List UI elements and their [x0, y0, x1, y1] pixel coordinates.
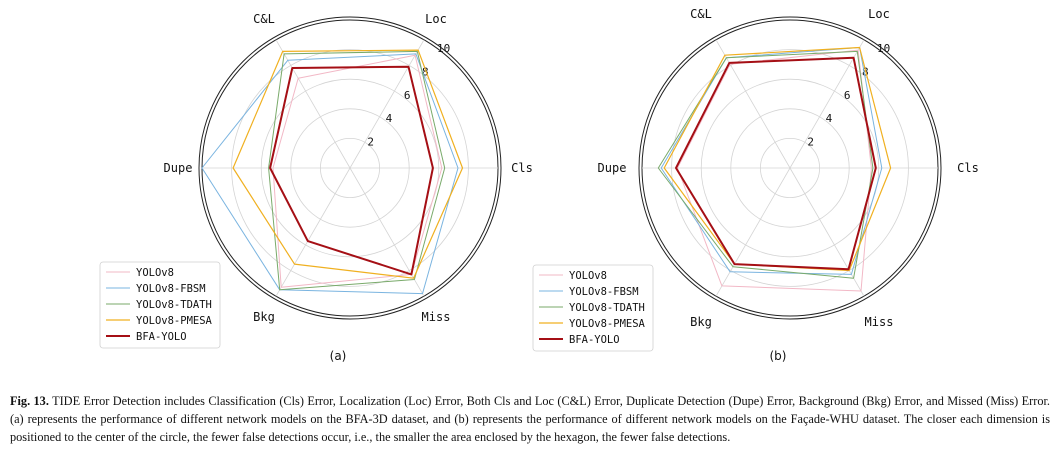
panel-label: (b): [770, 349, 787, 363]
r-tick-label: 2: [367, 136, 374, 149]
r-tick-label: 4: [386, 112, 393, 125]
axis-label-bkg: Bkg: [253, 310, 275, 324]
series-line-yolov8-pmesa: [663, 46, 892, 272]
panel-label: (a): [330, 349, 347, 363]
legend-label: BFA-YOLO: [136, 331, 187, 343]
legend-label: YOLOv8-TDATH: [136, 299, 212, 311]
legend: YOLOv8 YOLOv8-FBSM YOLOv8-TDATH YOLOv8-PMES…: [532, 264, 654, 352]
series-line-yolov8: [677, 49, 872, 292]
legend-box: [532, 264, 654, 352]
spoke: [275, 39, 351, 169]
outer-ring: [198, 16, 502, 320]
axis-label-loc: Loc: [425, 12, 447, 26]
legend-label: YOLOv8-PMESA: [136, 315, 213, 327]
r-tick-label: 10: [437, 42, 450, 55]
spoke: [275, 167, 351, 297]
figure-caption: Fig. 13. TIDE Error Detection includes C…: [10, 392, 1050, 446]
legend-label: YOLOv8: [569, 270, 607, 282]
axis-label-candl: C&L: [253, 12, 275, 26]
axis-label-dupe: Dupe: [164, 161, 193, 175]
caption-label: Fig. 13.: [10, 394, 49, 408]
axis-label-cls: Cls: [511, 161, 533, 175]
spoke: [789, 167, 865, 297]
spoke: [349, 39, 425, 169]
axis-label-candl: C&L: [690, 7, 712, 21]
r-tick-label: 2: [807, 136, 814, 149]
axis-label-dupe: Dupe: [598, 161, 627, 175]
caption-text: TIDE Error Detection includes Classifica…: [10, 394, 1050, 444]
spoke: [789, 39, 865, 169]
legend-label: YOLOv8: [136, 267, 174, 279]
axis-label-loc: Loc: [868, 7, 890, 21]
series-line-bfa-yolo: [675, 56, 877, 271]
series-line-bfa-yolo: [269, 65, 434, 276]
axis-label-cls: Cls: [957, 161, 979, 175]
spoke: [715, 39, 791, 169]
legend: YOLOv8 YOLOv8-FBSM YOLOv8-TDATH YOLOv8-PMES…: [99, 261, 221, 349]
series-line-yolov8-pmesa: [232, 49, 464, 279]
series-line-yolov8-tdath: [657, 50, 874, 279]
legend-label: YOLOv8-FBSM: [136, 283, 206, 295]
r-tick-label: 8: [422, 66, 429, 79]
legend-box: [99, 261, 221, 349]
r-tick-label: 6: [844, 89, 851, 102]
legend-label: YOLOv8-TDATH: [569, 302, 645, 314]
axis-label-miss: Miss: [865, 315, 894, 329]
outer-ring: [638, 16, 942, 320]
spoke: [715, 167, 791, 297]
series-line-yolov8-fbsm: [201, 53, 459, 295]
r-tick-label: 6: [404, 89, 411, 102]
axis-label-miss: Miss: [422, 310, 451, 324]
legend-label: BFA-YOLO: [569, 334, 620, 346]
axis-label-bkg: Bkg: [690, 315, 712, 329]
r-tick-label: 4: [826, 112, 833, 125]
legend-label: YOLOv8-FBSM: [569, 286, 639, 298]
r-tick-label: 10: [877, 42, 890, 55]
legend-label: YOLOv8-PMESA: [569, 318, 646, 330]
series-line-yolov8-tdath: [268, 50, 446, 291]
